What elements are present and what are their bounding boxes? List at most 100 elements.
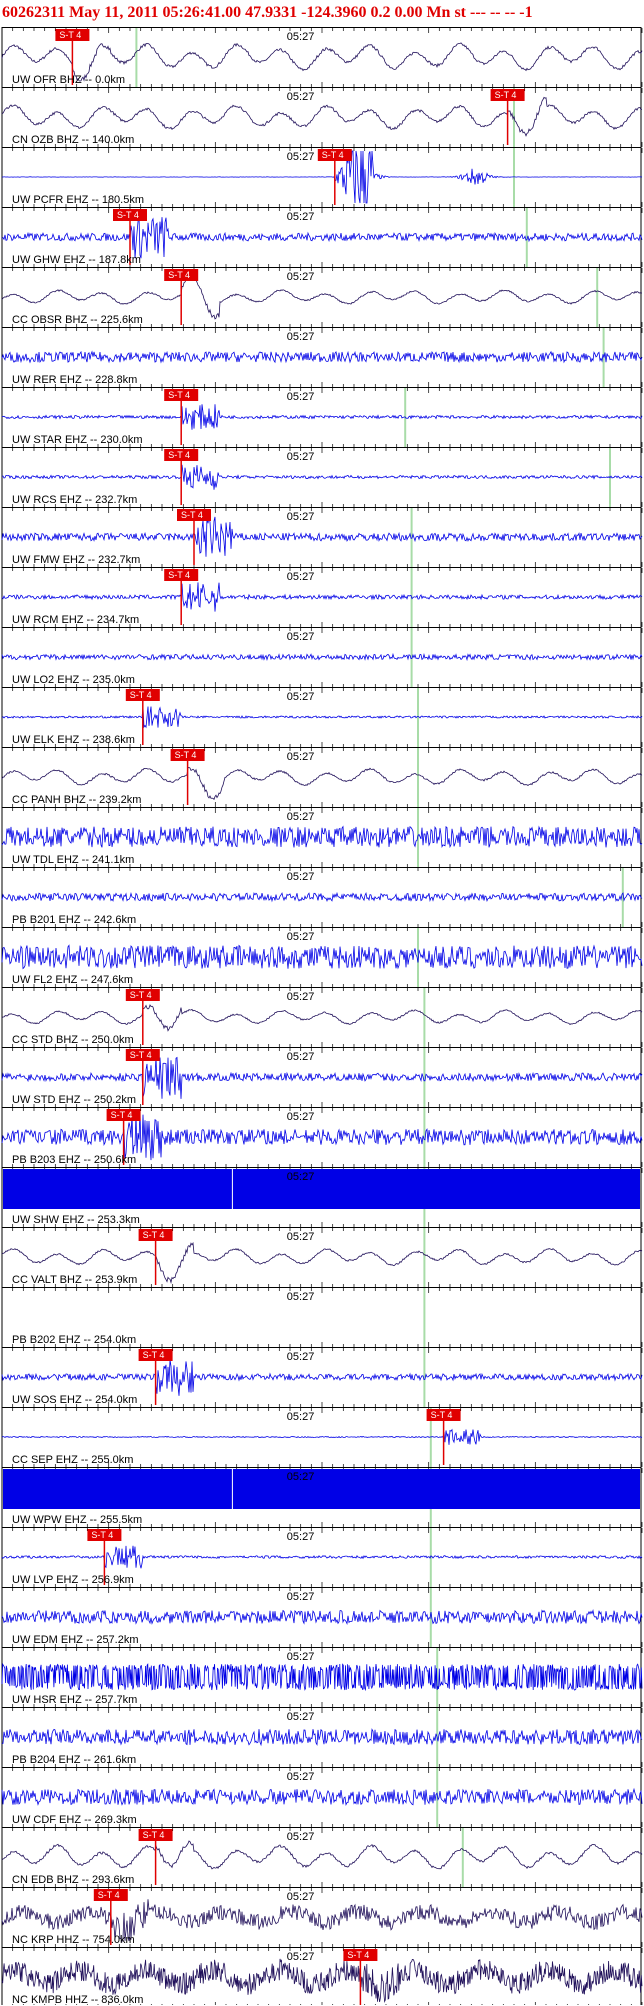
waveform	[1, 1787, 643, 1806]
time-ticks	[1, 1528, 643, 1587]
pick-label: S-T 4	[168, 390, 190, 400]
time-ticks	[1, 1348, 643, 1407]
trace-panel: 05:27 UW FL2 EHZ -- 247.6km	[1, 927, 643, 988]
pick-flag	[125, 989, 160, 1001]
waveform	[1, 1662, 643, 1692]
waveform	[1, 891, 643, 903]
pick-flag	[177, 509, 211, 521]
time-ticks	[1, 988, 643, 1047]
trace-panel: 05:27 S-T 4 CN EDB BHZ -- 293.6km	[1, 1827, 643, 1888]
time-label: 05:27	[287, 451, 315, 463]
time-label: 05:27	[287, 1711, 315, 1723]
time-ticks	[1, 628, 643, 687]
pick-flag	[125, 689, 160, 701]
trace-label: CC OBSR BHZ -- 225.6km	[12, 314, 143, 326]
trace-panel: 05:27 S-T 4 UW RCM EHZ -- 234.7km	[1, 567, 643, 628]
waveform	[1, 216, 643, 259]
time-ticks	[1, 1408, 643, 1467]
time-label: 05:27	[287, 1771, 315, 1783]
pick-flag	[170, 749, 205, 761]
pick-flag	[343, 1949, 378, 1961]
trace-label: UW FL2 EHZ -- 247.6km	[12, 974, 133, 986]
waveform	[2, 404, 643, 430]
time-ticks	[1, 1828, 643, 1887]
trace-label: NC KMPB HHZ -- 836.0km	[12, 1994, 143, 2005]
waveform	[1, 1056, 643, 1099]
waveform	[1, 1840, 643, 1870]
trace-label: UW RER EHZ -- 228.8km	[12, 374, 137, 386]
waveform	[1, 1545, 643, 1569]
pick-label: S-T 4	[59, 30, 81, 40]
waveform	[1, 150, 643, 204]
trace-panel: 05:27 S-T 4 UW FMW EHZ -- 232.7km	[1, 507, 643, 568]
time-label: 05:27	[287, 691, 315, 703]
trace-panel: 05:27 S-T 4 UW SOS EHZ -- 254.0km	[1, 1347, 643, 1408]
trace-panel: 05:27 S-T 4 CC VALT BHZ -- 253.9km	[1, 1227, 643, 1288]
trace-label: UW SHW EHZ -- 253.3km	[12, 1214, 140, 1226]
time-ticks	[1, 808, 643, 867]
time-label: 05:27	[287, 1471, 315, 1483]
time-ticks	[1, 1648, 643, 1707]
time-ticks	[1, 1948, 643, 2005]
time-ticks	[1, 688, 643, 747]
pick-label: S-T 4	[168, 570, 190, 580]
trace-panel: 05:27 S-T 4 CC OBSR BHZ -- 225.6km	[1, 267, 643, 328]
time-ticks	[1, 508, 643, 567]
pick-label: S-T 4	[111, 1110, 133, 1120]
pick-flag	[55, 29, 90, 41]
time-ticks	[1, 1768, 643, 1827]
trace-label: UW PCFR EHZ -- 180.5km	[12, 194, 144, 206]
time-ticks	[1, 268, 643, 327]
time-label: 05:27	[287, 871, 315, 883]
trace-label: UW STD EHZ -- 250.2km	[12, 1094, 136, 1106]
time-ticks	[1, 28, 643, 87]
time-label: 05:27	[287, 331, 315, 343]
waveform	[1, 1111, 643, 1161]
time-label: 05:27	[287, 1951, 315, 1963]
trace-panel: 05:27 UW SHW EHZ -- 253.3km	[1, 1167, 643, 1228]
trace-panel: 05:27 UW CDF EHZ -- 269.3km	[1, 1767, 643, 1828]
pick-label: S-T 4	[143, 1230, 165, 1240]
trace-panel: 05:27 UW RER EHZ -- 228.8km	[1, 327, 643, 388]
pick-label: S-T 4	[130, 990, 152, 1000]
time-ticks	[1, 328, 643, 387]
pick-flag	[164, 389, 199, 401]
trace-panel: 05:27 PB B201 EHZ -- 242.6km	[1, 867, 643, 928]
time-label: 05:27	[287, 391, 315, 403]
trace-label: UW EDM EHZ -- 257.2km	[12, 1634, 139, 1646]
waveform	[1, 96, 643, 137]
time-label: 05:27	[287, 1651, 315, 1663]
pick-label: S-T 4	[168, 270, 190, 280]
waveform	[1, 706, 643, 729]
waveform	[1, 464, 643, 490]
trace-panel: 05:27 PB B204 EHZ -- 261.6km	[1, 1707, 643, 1768]
trace-label: UW FMW EHZ -- 232.7km	[12, 554, 140, 566]
trace-panel: 05:27 UW TDL EHZ -- 241.1km	[1, 807, 643, 868]
waveform	[1, 350, 643, 364]
trace-panel: 05:27 S-T 4 CN OZB BHZ -- 140.0km	[1, 87, 643, 148]
trace-label: UW GHW EHZ -- 187.8km	[12, 254, 141, 266]
time-label: 05:27	[287, 1411, 315, 1423]
pick-flag	[138, 1349, 173, 1361]
trace-label: CC SEP EHZ -- 255.0km	[12, 1454, 133, 1466]
pick-label: S-T 4	[322, 150, 344, 160]
trace-panel: 05:27 S-T 4 UW STAR EHZ -- 230.0km	[1, 387, 643, 448]
trace-label: UW CDF EHZ -- 269.3km	[12, 1814, 137, 1826]
waveform	[1, 1359, 643, 1396]
waveform	[1, 1004, 643, 1032]
seismogram-traces: 05:27 S-T 4 UW OFR BHZ -- 0.0km 05:27 S-T 4 C…	[1, 27, 643, 2005]
pick-flag	[93, 1889, 128, 1901]
pick-flag	[113, 209, 147, 221]
trace-label: PB B203 EHZ -- 250.6km	[12, 1154, 136, 1166]
pick-label: S-T 4	[98, 1890, 120, 1900]
pick-label: S-T 4	[117, 210, 139, 220]
time-ticks	[1, 1588, 643, 1647]
time-label: 05:27	[287, 1891, 315, 1903]
pick-flag	[490, 89, 525, 101]
event-header: 60262311 May 11, 2011 05:26:41.00 47.933…	[2, 4, 533, 21]
pick-label: S-T 4	[431, 1410, 453, 1420]
waveform	[1, 652, 643, 662]
trace-panel: 05:27 S-T 4 UW LVP EHZ -- 256.9km	[1, 1527, 643, 1588]
pick-flag	[138, 1229, 173, 1241]
time-ticks	[1, 1108, 643, 1167]
